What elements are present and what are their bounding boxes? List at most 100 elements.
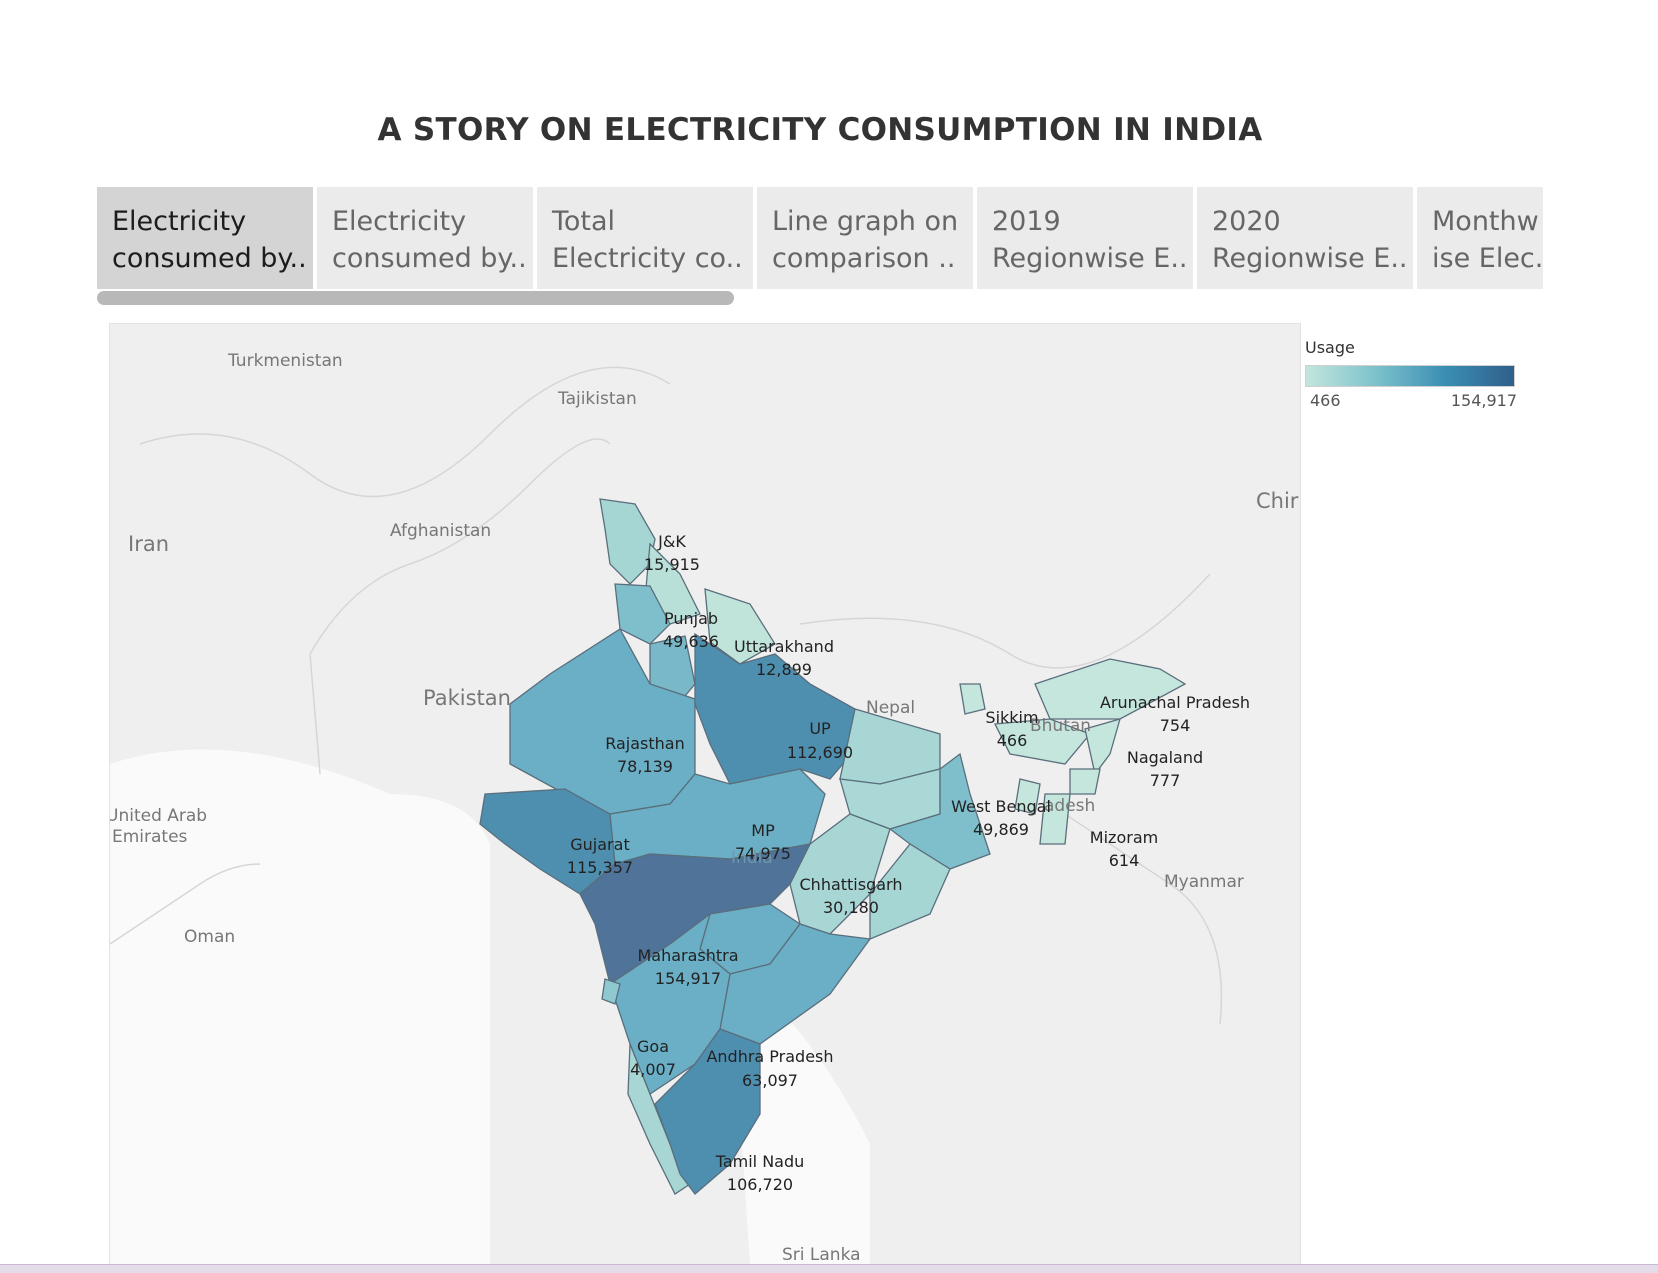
- state-maharashtra: [579, 843, 812, 986]
- tab-label-line2: Regionwise E..: [992, 243, 1188, 274]
- tab-electricity-consumed-1[interactable]: Electricity consumed by..: [97, 187, 313, 289]
- tab-label-line2: consumed by..: [112, 243, 307, 274]
- state-tamilnadu: [654, 1028, 761, 1195]
- label-maharashtra-name: Maharashtra: [637, 946, 738, 965]
- label-punjab-value: 49,636: [663, 632, 719, 651]
- label-goa-value: 4,007: [630, 1060, 676, 1079]
- label-tamilnadu-value: 106,720: [727, 1175, 793, 1194]
- label-arunachal-value: 754: [1160, 716, 1191, 735]
- label-mizoram-name: Mizoram: [1090, 828, 1158, 847]
- label-rajasthan-name: Rajasthan: [605, 734, 685, 753]
- label-uttarakhand-value: 12,899: [756, 660, 812, 679]
- bottom-border: [0, 1264, 1658, 1273]
- tab-2020-regionwise[interactable]: 2020 Regionwise E..: [1197, 187, 1413, 289]
- label-up-value: 112,690: [787, 743, 853, 762]
- tab-line-graph[interactable]: Line graph on comparison ..: [757, 187, 973, 289]
- label-pakistan: Pakistan: [423, 686, 511, 710]
- state-uttarakhand: [704, 588, 776, 665]
- tab-total-electricity[interactable]: Total Electricity co..: [537, 187, 753, 289]
- state-manipur: [1069, 768, 1101, 795]
- state-nagaland: [1084, 718, 1121, 776]
- label-myanmar: Myanmar: [1164, 872, 1244, 892]
- tab-electricity-consumed-2[interactable]: Electricity consumed by..: [317, 187, 533, 289]
- label-bhutan: Bhutan: [1030, 716, 1091, 736]
- state-tripura: [1014, 778, 1041, 815]
- label-iran: Iran: [128, 532, 169, 556]
- label-oman: Oman: [184, 927, 235, 947]
- label-sri-lanka: Sri Lanka: [782, 1245, 861, 1264]
- tab-label-line1: Total: [552, 206, 616, 237]
- label-jk-value: 15,915: [644, 555, 700, 574]
- tab-label-line2: comparison ..: [772, 243, 956, 274]
- label-maharashtra-value: 154,917: [655, 969, 721, 988]
- map-canvas: Turkmenistan Tajikistan Afghanistan Iran…: [110, 351, 1299, 1264]
- label-india: India: [731, 848, 773, 868]
- state-labels: J&K 15,915 Punjab 49,636 Uttarakhand 12,…: [567, 532, 1250, 1194]
- label-nepal: Nepal: [866, 698, 915, 718]
- label-nagaland-name: Nagaland: [1127, 748, 1203, 767]
- label-nagaland-value: 777: [1150, 771, 1181, 790]
- legend-title: Usage: [1305, 338, 1355, 357]
- label-goa-name: Goa: [637, 1037, 669, 1056]
- legend-min-value: 466: [1310, 391, 1341, 410]
- state-punjab: [614, 583, 671, 645]
- label-tamilnadu-name: Tamil Nadu: [715, 1152, 805, 1171]
- label-mp-name: MP: [751, 821, 775, 840]
- arabian-sea: [110, 749, 490, 1264]
- india-map[interactable]: Turkmenistan Tajikistan Afghanistan Iran…: [109, 323, 1301, 1265]
- tab-label-line1: Electricity: [112, 206, 247, 237]
- state-mizoram: [1039, 793, 1071, 845]
- tab-label-line1: 2020: [1212, 206, 1281, 237]
- tab-label-line2: Regionwise E..: [1212, 243, 1408, 274]
- state-jk: [599, 498, 656, 585]
- story-title: A STORY ON ELECTRICITY CONSUMPTION IN IN…: [377, 112, 1263, 148]
- usage-legend: Usage 466 154,917: [1305, 338, 1525, 410]
- tab-2019-regionwise[interactable]: 2019 Regionwise E..: [977, 187, 1193, 289]
- tab-label-line2: ise Elec..: [1432, 243, 1543, 274]
- label-mizoram-value: 614: [1109, 851, 1140, 870]
- label-gujarat-name: Gujarat: [570, 835, 629, 854]
- state-sikkim: [959, 683, 986, 715]
- tab-label-line1: Monthw: [1432, 206, 1539, 237]
- label-gujarat-value: 115,357: [567, 858, 633, 877]
- tab-label-line1: Electricity: [332, 206, 467, 237]
- label-chhattisgarh-name: Chhattisgarh: [800, 875, 903, 894]
- label-andhra-name: Andhra Pradesh: [706, 1047, 833, 1066]
- label-mp-value: 74,975: [735, 844, 791, 863]
- state-shapes: [479, 498, 1187, 1195]
- label-uttarakhand-name: Uttarakhand: [734, 637, 834, 656]
- state-chhattisgarh: [789, 813, 891, 935]
- tab-label-line2: Electricity co..: [552, 243, 743, 274]
- label-rajasthan-value: 78,139: [617, 757, 673, 776]
- label-uae-2: Emirates: [112, 827, 188, 847]
- label-sikkim-value: 466: [997, 731, 1028, 750]
- label-westbengal-name: West Bengal: [951, 797, 1051, 816]
- label-turkmenistan: Turkmenistan: [227, 351, 343, 371]
- label-china: Chir: [1256, 489, 1299, 513]
- legend-max-value: 154,917: [1450, 391, 1517, 410]
- tab-label-line2: consumed by..: [332, 243, 527, 274]
- label-sikkim-name: Sikkim: [985, 708, 1038, 727]
- tab-monthwise[interactable]: Monthw ise Elec..: [1417, 187, 1543, 289]
- label-afghanistan: Afghanistan: [390, 521, 491, 541]
- tab-label-line1: Line graph on: [772, 206, 959, 237]
- label-chhattisgarh-value: 30,180: [823, 898, 879, 917]
- label-up-name: UP: [809, 719, 831, 738]
- state-northeast-a: [993, 718, 1092, 765]
- label-punjab-name: Punjab: [664, 609, 718, 628]
- label-westbengal-value: 49,869: [973, 820, 1029, 839]
- label-arunachal-name: Arunachal Pradesh: [1100, 693, 1250, 712]
- label-andhra-value: 63,097: [742, 1071, 798, 1090]
- country-borders: [110, 366, 1223, 1025]
- state-odisha: [869, 843, 951, 940]
- story-tabs: Electricity consumed by.. Electricity co…: [97, 187, 1543, 289]
- label-uae-1: United Arab: [110, 806, 207, 826]
- state-arunachal: [1034, 658, 1187, 720]
- state-goa: [601, 978, 621, 1005]
- legend-color-ramp: [1305, 365, 1515, 387]
- label-bangladesh: adesh: [1044, 796, 1095, 816]
- label-tajikistan: Tajikistan: [557, 389, 637, 409]
- tabs-scrollbar[interactable]: [97, 291, 734, 305]
- tab-label-line1: 2019: [992, 206, 1061, 237]
- label-jk-name: J&K: [657, 532, 686, 551]
